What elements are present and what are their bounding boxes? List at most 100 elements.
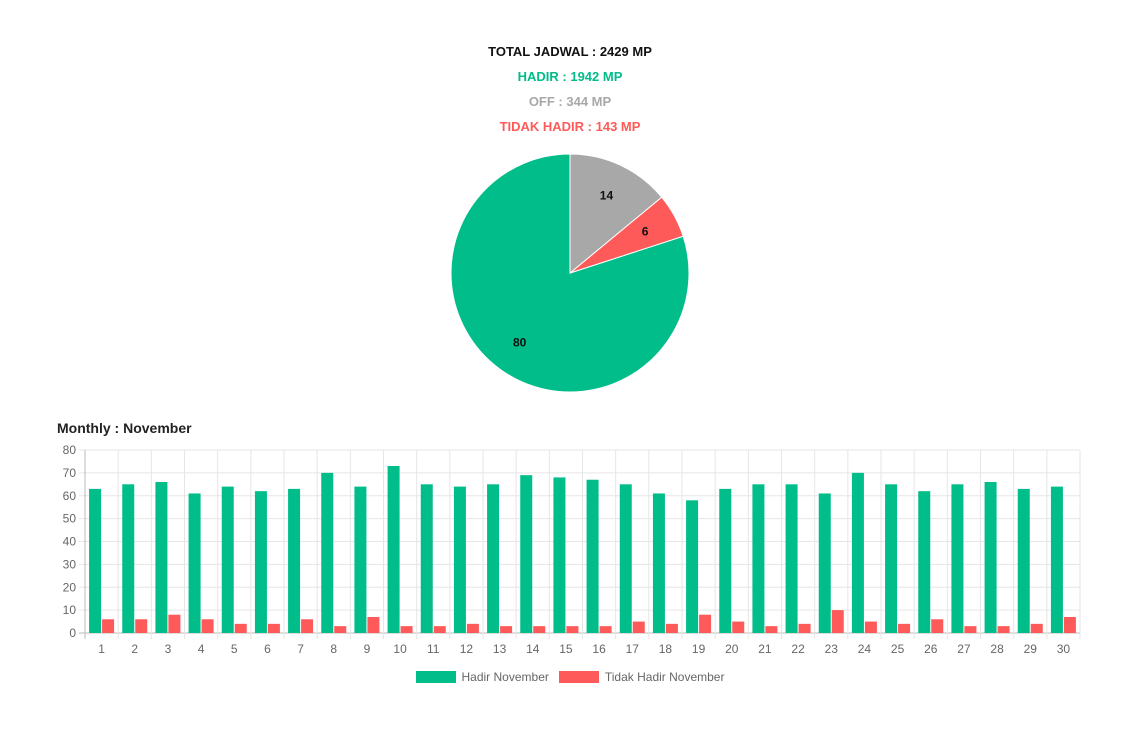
bar-hadir[interactable] bbox=[619, 484, 632, 633]
legend-label-hadir: Hadir November bbox=[461, 670, 549, 684]
y-tick-label: 60 bbox=[63, 489, 77, 503]
x-tick-label: 21 bbox=[758, 642, 772, 656]
bar-tidak-hadir[interactable] bbox=[334, 626, 347, 633]
bar-hadir[interactable] bbox=[453, 486, 466, 633]
x-tick-label: 25 bbox=[891, 642, 905, 656]
bar-hadir[interactable] bbox=[984, 482, 997, 633]
x-tick-label: 12 bbox=[460, 642, 474, 656]
legend-swatch-tidak-hadir bbox=[558, 671, 599, 683]
bar-tidak-hadir[interactable] bbox=[201, 619, 214, 633]
bar-hadir[interactable] bbox=[586, 479, 599, 633]
bar-tidak-hadir[interactable] bbox=[732, 621, 745, 633]
bar-hadir[interactable] bbox=[652, 493, 665, 633]
bar-hadir[interactable] bbox=[719, 488, 732, 633]
bar-tidak-hadir[interactable] bbox=[964, 626, 977, 633]
x-tick-label: 3 bbox=[165, 642, 172, 656]
bar-hadir[interactable] bbox=[487, 484, 500, 633]
y-tick-label: 40 bbox=[63, 535, 77, 549]
bar-hadir[interactable] bbox=[818, 493, 831, 633]
y-tick-label: 50 bbox=[63, 512, 77, 526]
bar-hadir[interactable] bbox=[752, 484, 765, 633]
bar-hadir[interactable] bbox=[122, 484, 135, 633]
summary-off: OFF : 344 MP bbox=[528, 94, 612, 109]
bar-tidak-hadir[interactable] bbox=[864, 621, 877, 633]
summary-hadir: HADIR : 1942 MP bbox=[517, 69, 623, 84]
bar-hadir[interactable] bbox=[885, 484, 898, 633]
bar-hadir[interactable] bbox=[785, 484, 798, 633]
bar-hadir[interactable] bbox=[288, 488, 301, 633]
bar-tidak-hadir[interactable] bbox=[665, 623, 678, 633]
legend-label-tidak-hadir: Tidak Hadir November bbox=[604, 670, 725, 684]
x-tick-label: 30 bbox=[1057, 642, 1071, 656]
bar-tidak-hadir[interactable] bbox=[931, 619, 944, 633]
pie-label-tidak-hadir: 6 bbox=[642, 225, 649, 239]
bar-tidak-hadir[interactable] bbox=[599, 626, 612, 633]
bar-tidak-hadir[interactable] bbox=[1063, 616, 1076, 633]
bar-hadir[interactable] bbox=[520, 475, 533, 633]
bar-hadir[interactable] bbox=[918, 491, 931, 633]
bar-tidak-hadir[interactable] bbox=[234, 623, 247, 633]
bar-tidak-hadir[interactable] bbox=[632, 621, 645, 633]
y-tick-label: 80 bbox=[63, 443, 77, 457]
y-tick-label: 30 bbox=[63, 557, 77, 571]
bar-tidak-hadir[interactable] bbox=[533, 626, 546, 633]
x-tick-label: 27 bbox=[957, 642, 971, 656]
bar-hadir[interactable] bbox=[321, 472, 334, 633]
bar-hadir[interactable] bbox=[851, 472, 864, 633]
bar-hadir[interactable] bbox=[155, 482, 168, 633]
x-tick-label: 17 bbox=[626, 642, 640, 656]
bar-hadir[interactable] bbox=[387, 466, 400, 633]
monthly-title: Monthly : November bbox=[57, 420, 192, 436]
bar-tidak-hadir[interactable] bbox=[898, 623, 911, 633]
pie-chart: 80 6 14 bbox=[450, 153, 690, 393]
pie-slice-hadir[interactable] bbox=[450, 153, 690, 393]
bar-tidak-hadir[interactable] bbox=[1030, 623, 1043, 633]
bar-tidak-hadir[interactable] bbox=[367, 616, 380, 633]
bar-hadir[interactable] bbox=[420, 484, 433, 633]
bar-hadir[interactable] bbox=[89, 488, 102, 633]
bar-hadir[interactable] bbox=[686, 500, 699, 633]
bar-tidak-hadir[interactable] bbox=[699, 614, 712, 633]
pie-slice-off[interactable] bbox=[569, 153, 663, 275]
bar-tidak-hadir[interactable] bbox=[765, 626, 778, 633]
x-tick-label: 16 bbox=[592, 642, 606, 656]
x-tick-label: 7 bbox=[297, 642, 304, 656]
bar-tidak-hadir[interactable] bbox=[102, 619, 115, 633]
legend-item-tidak-hadir[interactable]: Tidak Hadir November bbox=[558, 670, 725, 684]
bar-hadir[interactable] bbox=[254, 491, 267, 633]
bar-tidak-hadir[interactable] bbox=[301, 619, 314, 633]
bar-hadir[interactable] bbox=[1050, 486, 1063, 633]
summary-total: TOTAL JADWAL : 2429 MP bbox=[488, 44, 652, 59]
bar-hadir[interactable] bbox=[221, 486, 234, 633]
bar-hadir[interactable] bbox=[951, 484, 964, 633]
bar-tidak-hadir[interactable] bbox=[997, 626, 1010, 633]
y-tick-label: 70 bbox=[63, 466, 77, 480]
bar-tidak-hadir[interactable] bbox=[433, 626, 446, 633]
bar-tidak-hadir[interactable] bbox=[566, 626, 579, 633]
bar-tidak-hadir[interactable] bbox=[168, 614, 181, 633]
x-tick-label: 8 bbox=[330, 642, 337, 656]
legend-item-hadir[interactable]: Hadir November bbox=[415, 670, 549, 684]
bar-hadir[interactable] bbox=[354, 486, 367, 633]
bar-tidak-hadir[interactable] bbox=[500, 626, 513, 633]
x-tick-label: 24 bbox=[858, 642, 872, 656]
legend-swatch-hadir bbox=[415, 671, 456, 683]
x-tick-label: 13 bbox=[493, 642, 507, 656]
bar-tidak-hadir[interactable] bbox=[267, 623, 280, 633]
x-tick-label: 9 bbox=[364, 642, 371, 656]
bar-legend: Hadir November Tidak Hadir November bbox=[0, 670, 1140, 684]
bar-tidak-hadir[interactable] bbox=[466, 623, 479, 633]
bar-tidak-hadir[interactable] bbox=[798, 623, 811, 633]
bar-hadir[interactable] bbox=[1017, 488, 1030, 633]
x-tick-label: 29 bbox=[1024, 642, 1038, 656]
bar-tidak-hadir[interactable] bbox=[400, 626, 413, 633]
bar-tidak-hadir[interactable] bbox=[831, 610, 844, 633]
bar-tidak-hadir[interactable] bbox=[135, 619, 148, 633]
bar-hadir[interactable] bbox=[553, 477, 566, 633]
x-tick-label: 20 bbox=[725, 642, 739, 656]
y-tick-label: 0 bbox=[69, 626, 76, 640]
bar-hadir[interactable] bbox=[188, 493, 201, 633]
x-tick-label: 2 bbox=[131, 642, 138, 656]
pie-label-hadir: 80 bbox=[513, 335, 527, 349]
